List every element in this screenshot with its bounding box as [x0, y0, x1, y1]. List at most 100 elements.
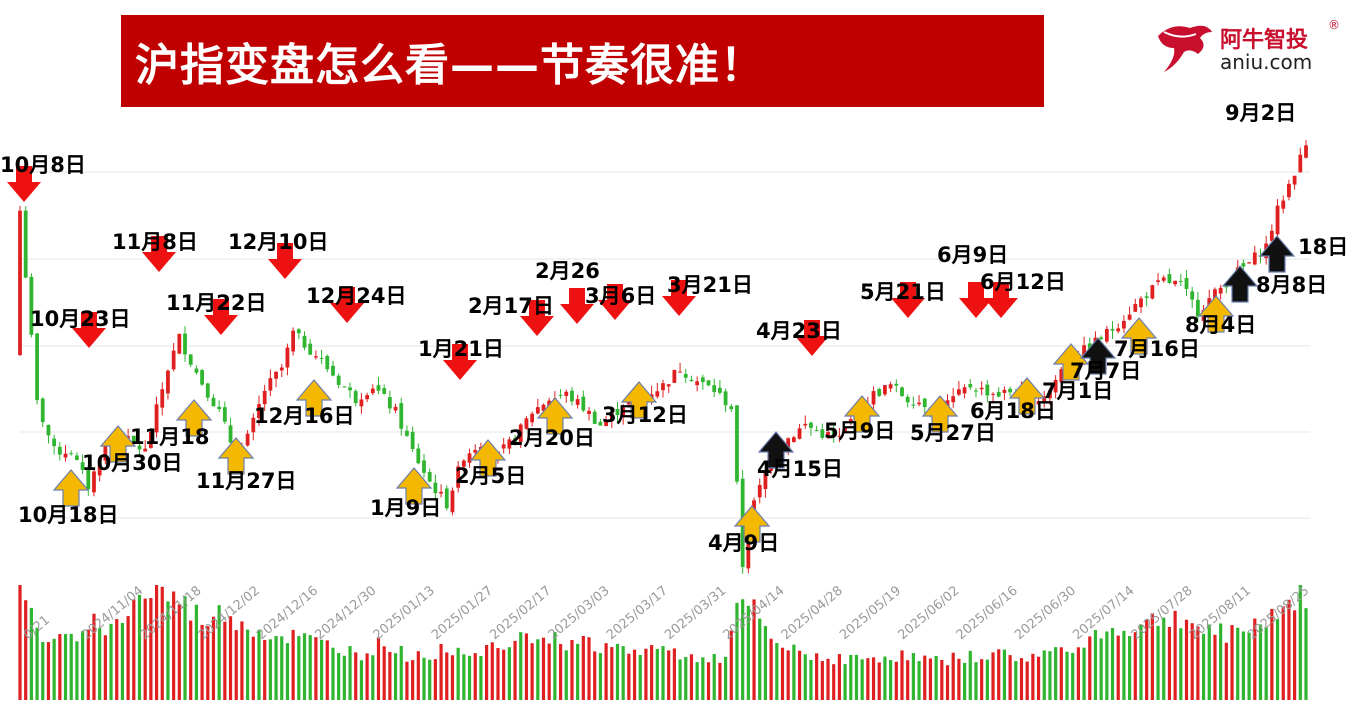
- volume-bar: [359, 660, 364, 700]
- annotation-arrow-up: [1120, 317, 1158, 355]
- volume-bar: [302, 633, 307, 700]
- volume-bar: [251, 636, 255, 700]
- candle-body: [1036, 401, 1041, 405]
- candle-body: [103, 445, 108, 461]
- annotation-arrow-up: [99, 425, 137, 463]
- x-axis-ticks: 0/21 2024/11/042024/11/182024/12/022024/1…: [21, 583, 1312, 643]
- volume-bar: [507, 647, 511, 700]
- candle-body: [592, 411, 597, 424]
- x-tick-label: 2025/03/03: [546, 583, 613, 643]
- volume-bar: [149, 598, 153, 700]
- volume-bar: [371, 655, 375, 700]
- volume-bar: [786, 650, 790, 700]
- volume-bar: [1281, 606, 1285, 700]
- volume-bar: [382, 646, 386, 700]
- candle-body: [746, 537, 751, 569]
- volume-bar: [183, 596, 187, 700]
- volume-bar: [439, 643, 443, 700]
- candle-body: [1082, 345, 1086, 358]
- volume-bar: [462, 654, 466, 700]
- volume-bar: [672, 648, 676, 700]
- volume-bar: [598, 653, 603, 700]
- volume-bar: [627, 653, 631, 700]
- volume-bar: [1156, 625, 1160, 700]
- volume-bar: [832, 664, 836, 700]
- candle-body: [1099, 337, 1104, 340]
- x-tick-label: 2024/11/18: [138, 583, 205, 643]
- candle-body: [80, 462, 85, 470]
- volume-bar: [1008, 655, 1012, 700]
- candle-body: [1127, 314, 1132, 320]
- annotation-label: 18日: [1298, 235, 1348, 259]
- volume-bar: [1054, 647, 1058, 700]
- volume-bar: [69, 633, 73, 700]
- volume-bar: [1213, 634, 1217, 700]
- candle-body: [501, 444, 506, 449]
- volume-bar: [1116, 635, 1120, 700]
- volume-bar: [502, 649, 506, 700]
- candle-body: [1247, 262, 1251, 264]
- volume-bar: [889, 660, 893, 700]
- candle-body: [735, 405, 739, 482]
- x-tick-label: 2024/12/16: [254, 583, 321, 643]
- candle-body: [399, 403, 404, 429]
- x-tick-label: 2025/03/31: [662, 583, 729, 643]
- volume-bar: [376, 637, 381, 700]
- volume-bar: [228, 616, 233, 700]
- volume-bar: [433, 659, 437, 700]
- volume-bar: [35, 627, 39, 700]
- candle-body: [803, 423, 808, 426]
- volume-bar: [701, 657, 705, 700]
- candle-body: [222, 407, 227, 422]
- candle-body: [905, 396, 910, 403]
- volume-bar: [894, 661, 898, 700]
- volume-bar: [741, 599, 745, 700]
- volume-bar: [769, 638, 773, 700]
- candle-body: [507, 439, 512, 449]
- candle-body: [302, 335, 307, 348]
- candle-body: [416, 448, 421, 464]
- volume-bar: [194, 604, 198, 700]
- candle-body: [268, 378, 273, 391]
- annotation-arrow-up: [733, 505, 771, 543]
- volume-bar: [877, 662, 881, 700]
- candle-body: [979, 387, 984, 390]
- volume-bar: [815, 653, 819, 700]
- candle-body: [922, 398, 927, 408]
- candle-body: [587, 410, 591, 414]
- volume-bar: [416, 651, 420, 700]
- candle-body: [217, 406, 222, 410]
- volume-bar: [763, 626, 768, 700]
- candle-body: [1133, 304, 1138, 312]
- volume-bar: [1076, 647, 1080, 700]
- volume-bar: [98, 628, 102, 700]
- candle-body: [97, 464, 102, 476]
- candle-body: [467, 453, 472, 463]
- volume-bar: [92, 613, 96, 700]
- volume-bar: [1258, 624, 1263, 700]
- candle-body: [365, 395, 370, 400]
- candle-body: [279, 367, 284, 371]
- x-tick-label: 2024/12/30: [312, 583, 379, 643]
- volume-bar: [1105, 631, 1109, 700]
- candle-body: [791, 437, 796, 443]
- candle-body: [604, 420, 608, 427]
- annotation-arrow-up: [921, 395, 959, 433]
- volume-bar: [41, 641, 45, 700]
- volume-bar: [1025, 661, 1029, 700]
- candle-body: [171, 350, 176, 370]
- volume-bar: [399, 645, 403, 700]
- candle-body: [183, 333, 187, 355]
- candle-body: [991, 393, 995, 395]
- candle-body: [433, 482, 438, 494]
- volume-bar: [331, 647, 335, 700]
- volume-bar: [291, 629, 295, 700]
- volume-bar: [513, 640, 517, 700]
- volume-bar: [718, 662, 722, 700]
- volume-bar: [257, 630, 261, 700]
- volume-bar: [206, 626, 210, 700]
- volume-bar: [615, 643, 620, 700]
- volume-bar: [319, 639, 324, 700]
- candle-body: [427, 471, 432, 482]
